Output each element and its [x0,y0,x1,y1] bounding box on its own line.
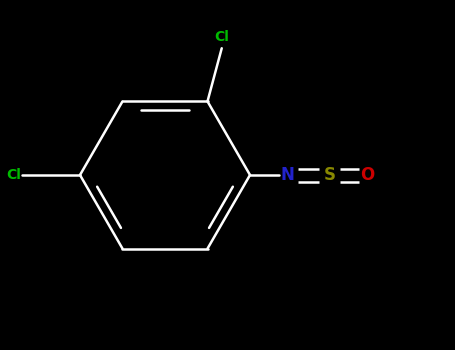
Text: Cl: Cl [214,30,229,44]
Text: O: O [360,166,374,184]
Text: N: N [281,166,294,184]
Text: S: S [324,166,336,184]
Text: Cl: Cl [6,168,21,182]
